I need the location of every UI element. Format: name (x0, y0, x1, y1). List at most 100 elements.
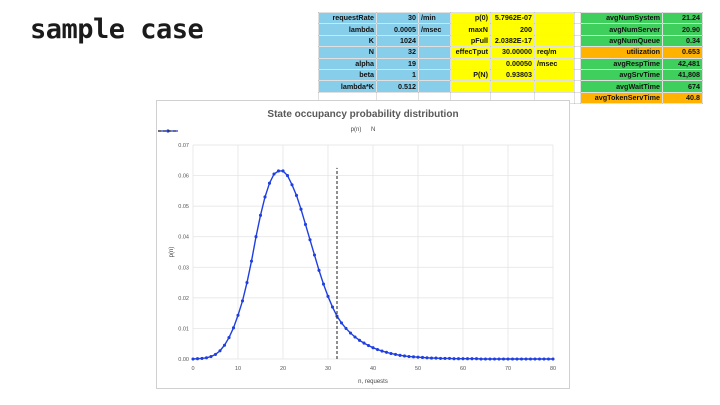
cell-label: lambda*K (318, 80, 377, 93)
series-point-pn (515, 357, 519, 361)
cell-unit: /min (418, 11, 451, 25)
y-tick-label: 0.01 (178, 326, 189, 332)
series-point-pn (434, 356, 438, 360)
x-tick-label: 50 (415, 366, 421, 372)
legend-label-pn: p(n) (350, 127, 362, 133)
series-point-pn (317, 268, 321, 272)
cell-label: lambda (318, 23, 377, 36)
series-point-pn (231, 326, 236, 330)
table-row: requestRate 30/min p(0) 5.7962E-07 avgNumSys… (318, 11, 703, 25)
table-row: lambda 0.0005/msec maxN 200 avgNumServer 20.9… (318, 23, 703, 36)
series-point-pn (389, 351, 393, 356)
series-point-pn (533, 357, 537, 361)
cell-label: K (318, 34, 377, 48)
cell-label: N (318, 46, 377, 59)
y-tick-label: 0.02 (178, 296, 189, 302)
series-point-pn (470, 357, 474, 361)
series-point-pn (240, 299, 245, 303)
cell-unit (534, 11, 575, 25)
series-point-pn (299, 207, 303, 211)
series-point-pn (191, 357, 195, 361)
chart-area[interactable]: State occupancy probability distribution… (156, 100, 570, 389)
series-point-pn (326, 294, 330, 298)
x-tick-label: 10 (235, 366, 241, 372)
cell-value: 19 (376, 57, 419, 70)
series-point-pn (200, 356, 204, 360)
cell-value: 0.00050 (490, 57, 535, 70)
series-point-pn (276, 169, 281, 173)
series-point-pn (254, 235, 258, 239)
series-point-pn (303, 222, 308, 227)
x-tick-label: 80 (550, 366, 556, 372)
cell-unit: req/m (534, 46, 575, 59)
series-point-pn (290, 183, 294, 187)
cell-unit (418, 34, 451, 48)
cell-label (450, 57, 491, 70)
series-point-pn (366, 343, 371, 348)
y-tick-label: 0.05 (178, 204, 189, 210)
series-point-pn (294, 193, 299, 197)
table-row: N 32 effecTput 30.00000 req/m utilization 0.65… (318, 46, 703, 59)
y-tick-label: 0.06 (178, 174, 189, 180)
series-point-pn (429, 356, 434, 360)
cell-value: 32 (376, 46, 419, 59)
cell-label: p(0) (450, 11, 491, 25)
cell-value (490, 80, 535, 93)
metric-value: 0.34 (662, 34, 703, 48)
series-point-pn (384, 350, 389, 354)
table-row: K 1024 pFull 2.0382E-17 avgNumQueue 0.34 (318, 34, 703, 48)
metric-label: avgNumSystem (580, 11, 663, 25)
series-point-pn (411, 355, 416, 359)
cell-value: 1024 (376, 34, 419, 48)
chart-plot: 0 10 20 30 40 50 60 70 80 0.00 0.01 0.02 0.03 0.04 0.0… (169, 143, 556, 385)
cell-unit (418, 46, 451, 59)
series-point-pn (245, 281, 249, 285)
x-tick-label: 20 (280, 366, 286, 372)
cell-value: 1 (376, 68, 419, 82)
x-tick-label: 30 (325, 366, 331, 372)
x-tick-label: 70 (505, 366, 511, 372)
cell-label: beta (318, 68, 377, 82)
x-tick-label: 60 (460, 366, 466, 372)
series-point-pn (506, 357, 510, 361)
cell-value: 30.00000 (490, 46, 535, 59)
series-point-pn (272, 172, 276, 176)
cell-value: 0.93803 (490, 68, 535, 82)
metric-label: avgTokenServTime (580, 91, 663, 105)
series-point-pn (258, 213, 263, 217)
series-point-pn (488, 357, 492, 361)
cell-unit (534, 34, 575, 48)
series-point-pn (375, 347, 380, 352)
cell-unit (534, 68, 575, 82)
cell-unit (534, 23, 575, 36)
series-point-pn (474, 357, 479, 361)
cell-label: P(N) (450, 68, 491, 82)
cell-unit (418, 68, 451, 82)
cell-label: effecTput (450, 46, 491, 59)
y-tick-label: 0.03 (178, 265, 189, 271)
cell-unit (418, 80, 451, 93)
series-point-pn (447, 356, 452, 360)
y-tick-label: 0.00 (178, 357, 189, 363)
metric-label: utilization (580, 46, 663, 59)
series-point-pn (204, 356, 209, 360)
cell-value: 5.7962E-07 (490, 11, 535, 25)
metric-value: 41,808 (662, 68, 703, 82)
table-row: lambda*K 0.512 avgWaitTime 674 (318, 80, 703, 93)
series-point-pn (479, 357, 483, 361)
series-point-pn (542, 357, 546, 361)
series-point-pn (285, 174, 290, 178)
cell-label: maxN (450, 23, 491, 36)
series-point-pn (438, 356, 443, 360)
metric-label: avgWaitTime (580, 80, 663, 93)
slide-title: sample case (30, 14, 204, 45)
metric-value: 40.8 (662, 91, 703, 105)
cell-unit: /msec (418, 23, 451, 36)
x-axis-label: n, requests (358, 379, 388, 385)
series-point-pn (398, 353, 402, 357)
cell-value: 0.512 (376, 80, 419, 93)
chart-title: State occupancy probability distribution (267, 109, 459, 120)
series-point-pn (420, 355, 425, 360)
series-point-pn (443, 356, 447, 360)
metric-value: 21.24 (662, 11, 703, 25)
